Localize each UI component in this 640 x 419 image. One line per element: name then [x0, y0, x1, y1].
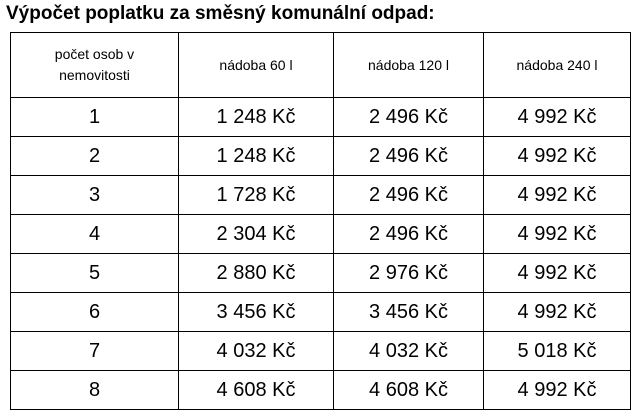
header-cell: počet osob v nemovitosti: [10, 32, 179, 98]
table-header: počet osob v nemovitosti nádoba 60 l nádob…: [10, 32, 631, 98]
fee-cell: 1 248 Kč: [178, 97, 334, 137]
fee-cell: 3 456 Kč: [178, 292, 334, 332]
persons-cell: 2: [10, 136, 179, 176]
persons-cell: 4: [10, 214, 179, 254]
fee-cell: 1 728 Kč: [178, 175, 334, 215]
fee-cell: 2 880 Kč: [178, 253, 334, 293]
fee-cell: 4 992 Kč: [483, 97, 631, 137]
fee-cell: 4 992 Kč: [483, 370, 631, 410]
persons-cell: 1: [10, 97, 179, 137]
header-text: nádoba 120 l: [368, 56, 449, 73]
fee-cell: 2 976 Kč: [333, 253, 484, 293]
persons-cell: 8: [10, 370, 179, 410]
fee-cell: 4 992 Kč: [483, 292, 631, 332]
fee-cell: 1 248 Kč: [178, 136, 334, 176]
fee-cell: 4 992 Kč: [483, 253, 631, 293]
fee-cell: 4 992 Kč: [483, 175, 631, 215]
fee-cell: 4 032 Kč: [178, 331, 334, 371]
header-cell: nádoba 120 l: [333, 32, 484, 98]
fee-table: počet osob v nemovitosti nádoba 60 l nádob…: [10, 32, 631, 410]
fee-cell: 4 608 Kč: [333, 370, 484, 410]
header-cell: nádoba 240 l: [483, 32, 631, 98]
fee-cell: 4 032 Kč: [333, 331, 484, 371]
fee-cell: 4 992 Kč: [483, 136, 631, 176]
header-text: počet osob v nemovitosti: [54, 46, 135, 83]
header-cell: nádoba 60 l: [178, 32, 334, 98]
fee-cell: 2 496 Kč: [333, 97, 484, 137]
fee-cell: 2 496 Kč: [333, 175, 484, 215]
fee-cell: 4 608 Kč: [178, 370, 334, 410]
header-text: nádoba 240 l: [516, 56, 598, 73]
header-row: počet osob v nemovitosti nádoba 60 l nádob…: [10, 32, 631, 98]
fee-cell: 3 456 Kč: [333, 292, 484, 332]
fee-cell: 5 018 Kč: [483, 331, 631, 371]
fee-cell: 2 304 Kč: [178, 214, 334, 254]
fee-cell: 2 496 Kč: [333, 136, 484, 176]
fee-cell: 4 992 Kč: [483, 214, 631, 254]
title: Výpočet poplatku za směsný komunální odp…: [6, 3, 435, 24]
persons-cell: 3: [10, 175, 179, 215]
persons-cell: 6: [10, 292, 179, 332]
persons-cell: 7: [10, 331, 179, 371]
header-text: nádoba 60 l: [219, 56, 293, 73]
fee-cell: 2 496 Kč: [333, 214, 484, 254]
persons-cell: 5: [10, 253, 179, 293]
